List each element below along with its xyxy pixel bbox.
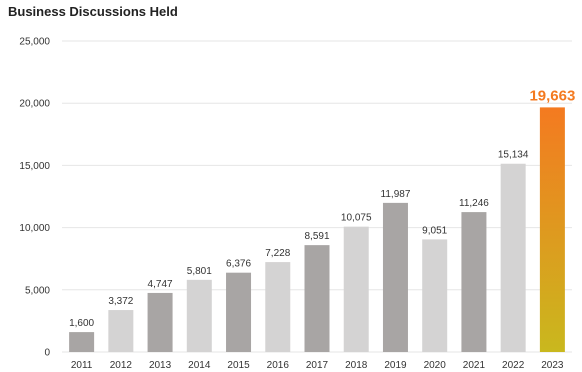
x-tick-label: 2013: [149, 360, 172, 371]
y-tick-label: 20,000: [19, 99, 50, 110]
bar-2012: [108, 310, 134, 352]
data-label-2016: 7,228: [265, 248, 290, 259]
data-labels: 1,600 3,372 4,747 5,801 6,376 7,228 8,591 10,07…: [69, 87, 575, 329]
x-tick-label: 2020: [424, 360, 447, 371]
x-tick-label: 2018: [345, 360, 368, 371]
y-tick-label: 15,000: [19, 161, 50, 172]
x-tick-label: 2019: [384, 360, 407, 371]
data-label-2023: 19,663: [529, 87, 575, 104]
bar-2011: [69, 332, 95, 352]
bar-2022: [500, 163, 526, 352]
y-axis: 0 5,000 10,000 15,000 20,000 25,000: [19, 37, 50, 359]
chart-title: Business Discussions Held: [8, 4, 178, 19]
x-tick-label: 2015: [227, 360, 250, 371]
bar-2013: [147, 292, 173, 352]
bar-2014: [186, 279, 212, 352]
data-label-2022: 15,134: [498, 150, 529, 161]
bar-2017: [304, 245, 330, 352]
bar-2023: [539, 107, 565, 353]
y-tick-label: 25,000: [19, 37, 50, 48]
data-label-2012: 3,372: [108, 296, 133, 307]
bar-2016: [265, 262, 291, 352]
data-label-2017: 8,591: [304, 231, 329, 242]
y-tick-label: 5,000: [25, 285, 50, 296]
y-tick-label: 0: [44, 348, 50, 359]
x-tick-label: 2023: [541, 360, 564, 371]
x-tick-label: 2011: [71, 360, 93, 371]
bar-2020: [422, 239, 448, 352]
x-tick-label: 2017: [306, 360, 329, 371]
x-tick-label: 2012: [110, 360, 133, 371]
data-label-2020: 9,051: [422, 225, 447, 236]
data-label-2021: 11,246: [459, 198, 489, 209]
x-tick-label: 2016: [267, 360, 290, 371]
bar-2019: [382, 202, 408, 352]
x-tick-label: 2014: [188, 360, 211, 371]
data-label-2018: 10,075: [341, 213, 372, 224]
bars: [69, 107, 565, 353]
data-label-2011: 1,600: [69, 318, 94, 329]
data-label-2015: 6,376: [226, 259, 251, 270]
bar-2018: [343, 226, 369, 352]
x-tick-label: 2021: [463, 360, 486, 371]
bar-2015: [226, 272, 252, 352]
y-tick-label: 10,000: [19, 223, 50, 234]
x-axis: 2011 2012 2013 2014 2015 2016 2017 2018 2019 2020…: [71, 360, 564, 371]
x-tick-label: 2022: [502, 360, 525, 371]
bar-2021: [461, 212, 487, 352]
data-label-2013: 4,747: [148, 279, 173, 290]
data-label-2019: 11,987: [381, 189, 411, 200]
data-label-2014: 5,801: [187, 266, 212, 277]
